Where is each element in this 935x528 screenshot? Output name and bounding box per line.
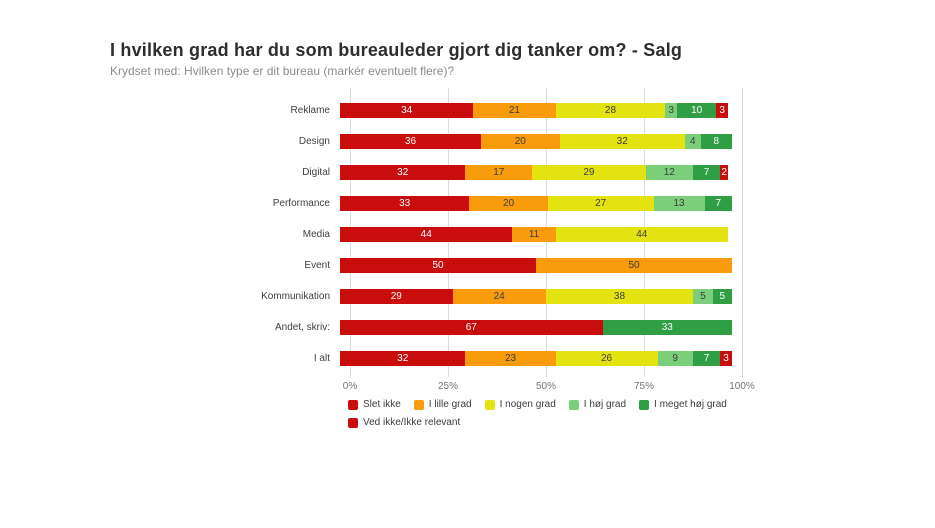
legend-label: I lille grad [428,399,472,410]
bar-segment: 32 [340,351,466,366]
bar-segment: 10 [677,103,717,118]
legend-swatch-icon [413,399,424,410]
legend-label: Ved ikke/Ikke relevant [363,417,461,428]
bar-segment: 4 [684,134,701,149]
legend-swatch-icon [639,399,650,410]
chart-title: I hvilken grad har du som bureauleder gj… [110,40,683,60]
category-label: Reklame [290,105,330,116]
bar-segment: 27 [547,196,654,211]
bar-segment: 20 [469,196,548,211]
bar-segment: 32 [559,134,685,149]
legend-swatch-icon [348,417,358,428]
bar-segment: 9 [657,351,693,366]
category-label: Media [302,229,330,240]
bar-segment: 33 [602,320,732,335]
legend-item: I høj grad [568,399,627,410]
category-label: I alt [313,353,330,364]
category-label: Design [298,136,330,147]
legend-item: Slet ikke [348,399,401,410]
stacked-bar: 36 20 32 4 8 [340,134,732,149]
legend-item: I meget høj grad [639,399,727,410]
bar-segment: 3 [665,103,678,118]
bar-segment: 8 [700,134,732,149]
x-axis-tick-label: 50% [535,381,557,392]
bar-row: Design 36 20 32 4 8 [140,126,750,157]
bar-segment: 5 [693,289,713,304]
bar-segment: 36 [340,134,482,149]
bar-segment: 3 [716,103,729,118]
x-axis-tick-label: 0% [342,381,358,392]
x-axis-tick-label: 100% [729,381,755,392]
bar-segment: 50 [340,258,536,273]
bar-segment: 34 [340,103,474,118]
bar-row: Media 44 11 44 [140,219,750,250]
stacked-bar: 44 11 44 [340,227,732,242]
x-axis-tick-label: 75% [633,381,655,392]
bar-segment: 7 [692,165,721,180]
bar-row: Event 50 50 [140,250,750,281]
bar-segment: 26 [555,351,658,366]
legend-label: I meget høj grad [654,399,727,410]
legend-item: I lille grad [413,399,472,410]
bar-segment: 29 [532,165,646,180]
bar-segment: 28 [555,103,666,118]
bar-row: Digital 32 17 29 12 7 2 [140,157,750,188]
bar-row: Kommunikation 29 24 38 5 5 [140,281,750,312]
legend-label: I høj grad [583,399,627,410]
category-label: Andet, skriv: [274,322,330,333]
bar-segment: 7 [704,196,732,211]
bar-rows: Reklame 34 21 28 3 10 3 Design 36 20 32 4 8 Digital 32… [140,95,750,374]
category-label: Kommunikation [261,291,330,302]
bar-segment: 33 [340,196,470,211]
stacked-bar: 32 17 29 12 7 2 [340,165,732,180]
legend-swatch-icon [348,399,358,410]
bar-segment: 17 [465,165,533,180]
legend-swatch-icon [484,399,495,410]
bar-segment: 12 [645,165,693,180]
bar-segment: 24 [452,289,546,304]
chart-subtitle: Krydset med: Hvilken type er dit bureau … [110,64,455,78]
legend-item: I nogen grad [484,399,556,410]
bar-segment: 5 [712,289,733,304]
bar-row: I alt 32 23 26 9 7 3 [140,343,750,374]
bar-segment: 7 [692,351,721,366]
bar-segment: 2 [720,165,729,180]
bar-segment: 3 [720,351,732,366]
bar-segment: 13 [653,196,705,211]
bar-segment: 44 [340,227,513,242]
bar-segment: 32 [340,165,466,180]
category-label: Digital [302,167,330,178]
legend-label: I nogen grad [499,399,556,410]
bar-segment: 29 [340,289,453,304]
legend-label: Slet ikke [363,399,401,410]
bar-segment: 50 [536,258,732,273]
bar-segment: 67 [340,320,603,335]
legend-item: Ved ikke/Ikke relevant [348,417,460,428]
stacked-bar: 33 20 27 13 7 [340,196,732,211]
bar-row: Performance 33 20 27 13 7 [140,188,750,219]
bar-segment: 23 [465,351,556,366]
bar-segment: 20 [481,134,560,149]
x-axis: 0% 25% 50% 75% 100% [343,381,755,393]
bar-segment: 11 [512,227,556,242]
stacked-bar: 67 33 [340,320,732,335]
x-axis-tick-label: 25% [437,381,459,392]
legend-swatch-icon [568,399,579,410]
category-label: Performance [272,198,330,209]
bar-row: Andet, skriv: 67 33 [140,312,750,343]
stacked-bar: 29 24 38 5 5 [340,289,733,304]
legend: Slet ikke I lille grad I nogen grad I høj g… [348,399,768,435]
bar-segment: 38 [545,289,694,304]
stacked-bar: 34 21 28 3 10 3 [340,103,732,118]
bar-segment: 21 [473,103,556,118]
gridline [741,88,743,377]
category-label: Event [304,260,330,271]
stacked-bar: 32 23 26 9 7 3 [340,351,732,366]
legend-row: Slet ikke I lille grad I nogen grad I høj g… [348,399,768,410]
legend-row: Ved ikke/Ikke relevant [348,417,768,428]
stacked-bar: 50 50 [340,258,732,273]
bar-row: Reklame 34 21 28 3 10 3 [140,95,750,126]
bar-segment: 44 [555,227,729,242]
